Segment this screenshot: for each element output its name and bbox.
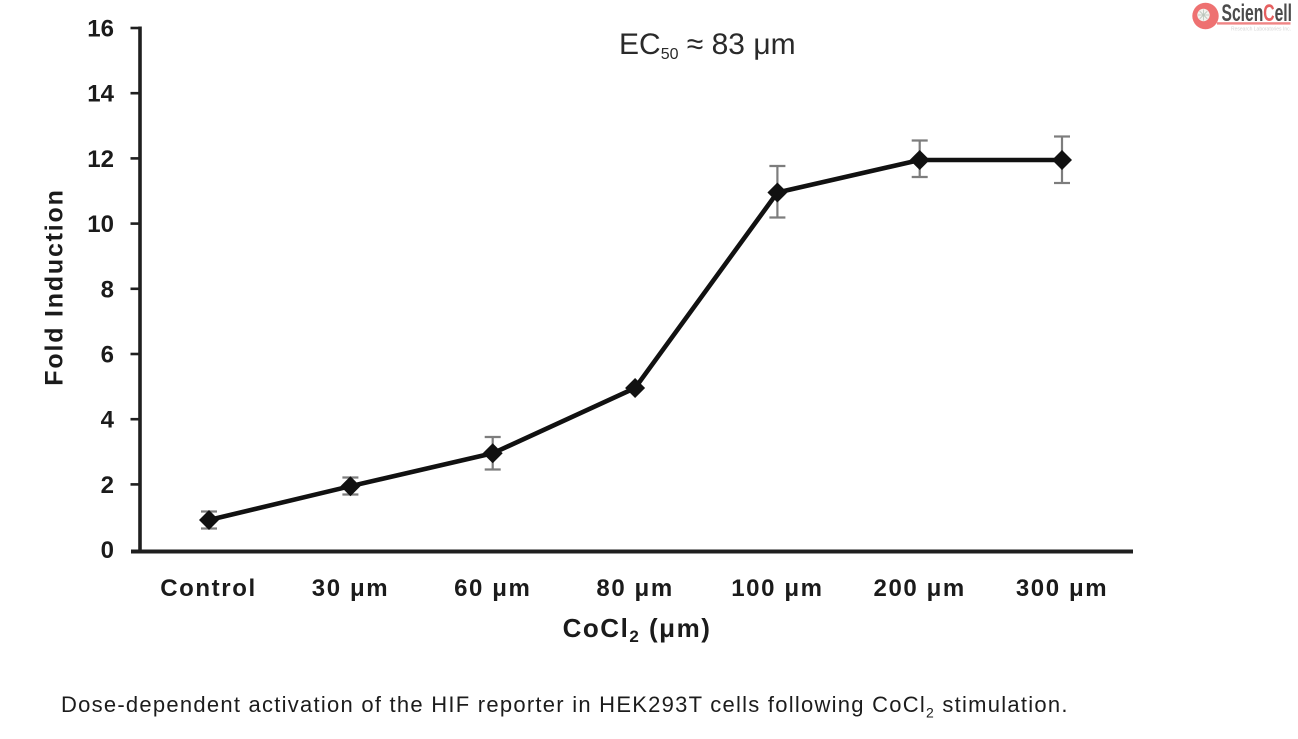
svg-text:EC50 ≈ 83 μm: EC50 ≈ 83 μm xyxy=(619,28,796,63)
svg-text:Control: Control xyxy=(160,575,257,602)
svg-text:Research Laboratories Inc.: Research Laboratories Inc. xyxy=(1231,27,1291,33)
svg-text:14: 14 xyxy=(87,81,114,108)
svg-text:CoCl2 (μm): CoCl2 (μm) xyxy=(563,613,712,646)
svg-text:ScienCell: ScienCell xyxy=(1222,0,1293,27)
svg-text:30 μm: 30 μm xyxy=(312,575,389,602)
svg-text:80 μm: 80 μm xyxy=(596,575,673,602)
svg-text:16: 16 xyxy=(87,16,114,43)
svg-text:2: 2 xyxy=(101,472,114,499)
svg-text:300 μm: 300 μm xyxy=(1016,575,1108,602)
svg-text:200 μm: 200 μm xyxy=(874,575,966,602)
svg-text:12: 12 xyxy=(87,146,114,173)
svg-text:60 μm: 60 μm xyxy=(454,575,531,602)
svg-text:8: 8 xyxy=(101,276,114,303)
svg-text:Fold Induction: Fold Induction xyxy=(41,188,69,385)
svg-text:4: 4 xyxy=(101,407,115,434)
svg-text:0: 0 xyxy=(101,537,114,564)
svg-text:10: 10 xyxy=(87,211,114,238)
svg-text:6: 6 xyxy=(101,342,114,369)
svg-text:100 μm: 100 μm xyxy=(731,575,823,602)
